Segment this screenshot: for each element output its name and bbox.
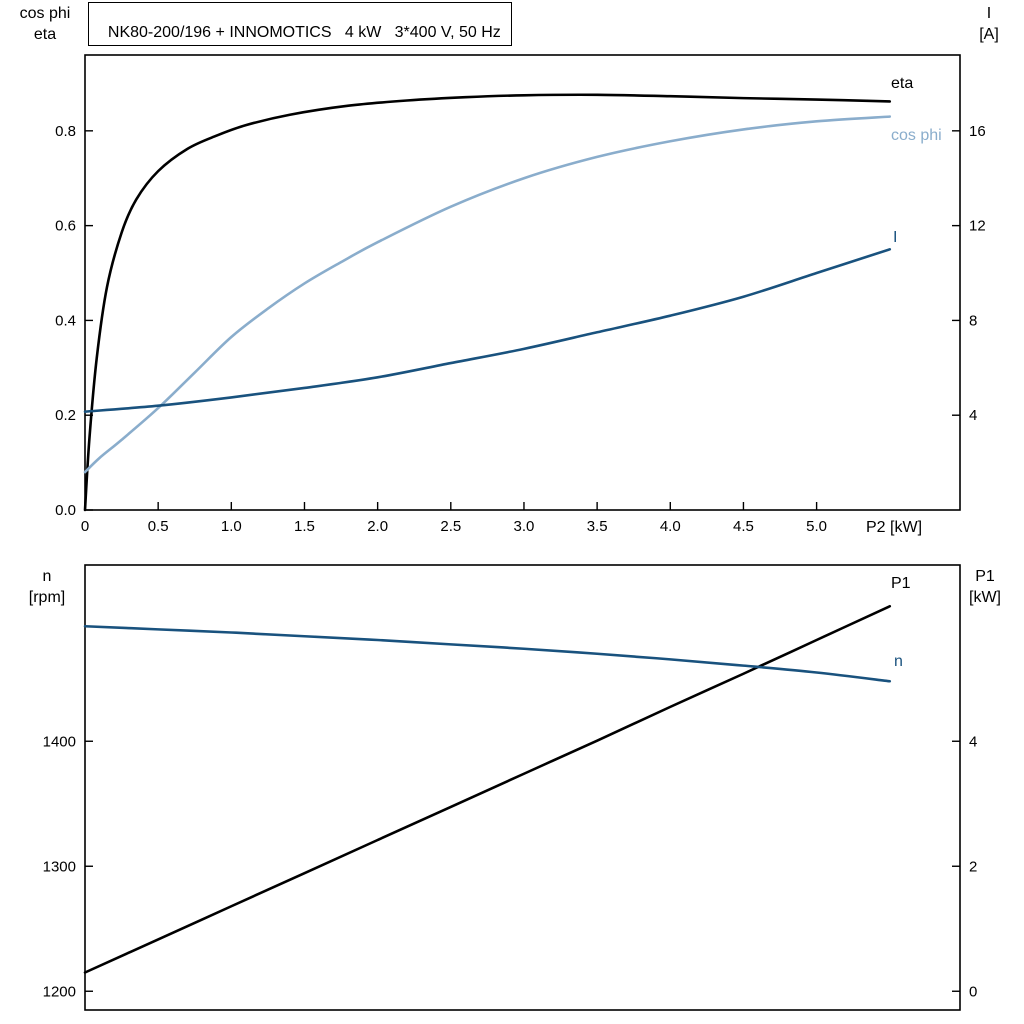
y-right-tick-label: 2 [969,858,977,875]
y-left-tick-label: 0.2 [55,407,76,424]
y-left-tick-label: 0.6 [55,218,76,235]
curve-label-current: I [893,229,898,246]
y-right-tick-label: 4 [969,733,977,750]
y-left-tick-label: 1400 [43,733,76,750]
x-tick-label: 3.0 [514,518,535,535]
axis-title-n-unit: [rpm] [28,589,66,606]
chart-title: NK80-200/196 + INNOMOTICS 4 kW 3*400 V, … [107,24,501,41]
curve-label-cos-phi: cos phi [891,127,942,144]
x-tick-label: 0.5 [148,518,169,535]
chart-title-box: NK80-200/196 + INNOMOTICS 4 kW 3*400 V, … [88,2,512,46]
curve-label-p1: P1 [891,575,911,592]
axis-title-current-unit: [A] [979,26,999,43]
x-tick-label: 0 [81,518,89,535]
y-left-tick-label: 0.0 [55,502,76,519]
top-left-axis-title: cos phi eta [8,3,82,45]
x-axis-title-text: P2 [kW] [866,519,923,536]
plot-frame [84,54,961,511]
y-left-tick-label: 1200 [43,983,76,1000]
y-left-tick-label: 0.4 [55,312,76,329]
y-left-tick-label: 0.8 [55,123,76,140]
y-left-tick-label: 1300 [43,858,76,875]
axis-title-eta: eta [33,26,57,43]
x-tick-label: 2.5 [440,518,461,535]
curve-label-n: n [894,653,903,670]
plot-area-1: 1200 1300 1400 0 2 4 [43,564,977,1011]
curve-label-eta: eta [891,75,914,92]
plot-frame [84,564,961,1011]
axis-title-cos-phi: cos phi [19,5,71,22]
y-right-tick-label: 8 [969,312,977,329]
series-curve-p1 [83,604,892,974]
axis-title-current: I [986,5,992,22]
y-right-tick-label: 12 [969,218,986,235]
x-tick-label: 3.5 [587,518,608,535]
bottom-right-axis-title: P1 [kW] [952,566,1018,608]
series-curve-cos-phi [83,115,892,474]
x-tick-label: 2.0 [367,518,388,535]
plot-area-0: 0 0.5 1.0 1.5 2.0 2.5 3.0 3.5 4.0 4.5 5.0 0.0 0.2 0.4… [55,54,986,535]
y-right-tick-label: 16 [969,123,986,140]
y-right-tick-label: 0 [969,983,977,1000]
x-tick-label: 4.5 [733,518,754,535]
series-curve-n [83,624,892,683]
bottom-left-axis-title: n [rpm] [12,566,82,608]
x-tick-label: 5.0 [806,518,827,535]
series-curve-current [83,248,892,413]
y-right-tick-label: 4 [969,407,977,424]
x-tick-label: 1.5 [294,518,315,535]
x-tick-label: 1.0 [221,518,242,535]
x-tick-label: 4.0 [660,518,681,535]
axis-title-p1-unit: [kW] [969,589,1001,606]
axis-title-n: n [42,568,52,585]
series-curve-eta [83,93,892,512]
top-right-axis-title: I [A] [960,3,1018,45]
axis-title-p1: P1 [975,568,995,585]
x-axis-title: P2 [kW] [866,517,960,538]
